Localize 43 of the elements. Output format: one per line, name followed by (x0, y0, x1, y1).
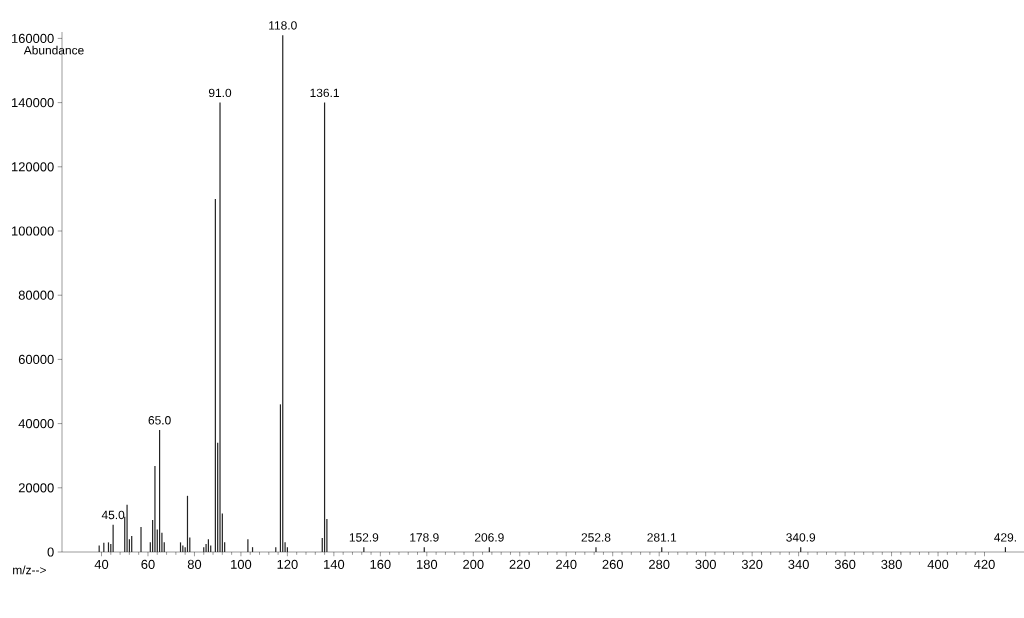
x-tick-label: 140 (324, 559, 345, 569)
annotation: 340.9 (786, 533, 816, 542)
x-tick-label: 380 (881, 559, 902, 569)
x-tick-label: 340 (788, 559, 809, 569)
annotation: 281.1 (647, 533, 677, 542)
annotation: 152.9 (349, 533, 379, 542)
annotation: 429. (994, 533, 1016, 542)
annotation: 118.0 (269, 21, 297, 30)
x-tick-label: 420 (974, 559, 995, 569)
x-axis-title: m/z--> (13, 565, 46, 575)
x-tick-label: 40 (94, 559, 109, 569)
x-tick-label: 100 (231, 559, 252, 569)
y-axis-title: Abundance (23, 45, 84, 55)
y-tick-label: 160000 (11, 33, 54, 43)
y-tick-label: 0 (47, 547, 54, 557)
y-tick-label: 60000 (18, 354, 54, 364)
x-tick-label: 260 (602, 559, 624, 569)
x-tick-label: 200 (463, 559, 484, 569)
x-tick-label: 240 (556, 559, 577, 569)
y-tick-label: 20000 (18, 483, 54, 493)
y-tick-label: 100000 (11, 226, 54, 236)
annotation: 136.1 (310, 88, 339, 98)
annotation: 252.8 (581, 533, 611, 542)
annotation: 206.9 (474, 533, 504, 542)
x-tick-label: 320 (741, 559, 763, 569)
x-tick-label: 60 (141, 559, 155, 569)
annotation: 178.9 (410, 533, 439, 542)
x-tick-label: 80 (187, 559, 202, 569)
x-tick-label: 360 (834, 559, 856, 569)
annotation: 91.0 (208, 88, 232, 98)
x-tick-label: 180 (417, 559, 438, 569)
x-tick-label: 160 (370, 559, 391, 569)
x-tick-label: 220 (509, 559, 531, 569)
y-tick-label: 80000 (18, 290, 54, 300)
y-tick-label: 120000 (11, 162, 54, 172)
x-tick-label: 120 (277, 559, 298, 569)
y-tick-label: 140000 (11, 98, 54, 108)
x-tick-label: 400 (927, 559, 949, 569)
annotation: 45.0 (101, 510, 125, 520)
x-tick-label: 300 (695, 559, 716, 569)
y-tick-label: 40000 (18, 419, 54, 429)
x-tick-label: 280 (649, 559, 670, 569)
annotation: 65.0 (148, 416, 171, 425)
